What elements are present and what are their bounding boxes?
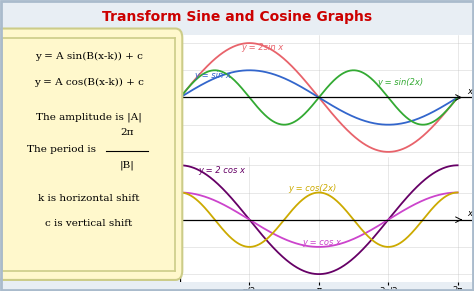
Text: k is horizontal shift: k is horizontal shift [38,194,140,203]
Text: x: x [467,209,472,218]
Text: y = sin x: y = sin x [194,71,231,80]
Text: x: x [467,87,472,96]
Text: Transform Sine and Cosine Graphs: Transform Sine and Cosine Graphs [102,10,372,24]
Text: 2π: 2π [120,128,134,137]
Text: c is vertical shift: c is vertical shift [45,219,133,228]
Text: y = A sin(B(x-k)) + c: y = A sin(B(x-k)) + c [35,52,143,61]
Text: y = 2 cos x: y = 2 cos x [198,166,245,175]
Text: y = 2sin x: y = 2sin x [241,43,283,52]
Text: y = sin(2x): y = sin(2x) [377,78,423,87]
Text: |B|: |B| [119,160,134,170]
Text: The amplitude is |A|: The amplitude is |A| [36,112,142,122]
Text: y = cos(2x): y = cos(2x) [288,184,337,193]
FancyBboxPatch shape [0,29,182,280]
Text: The period is: The period is [27,145,96,154]
Text: y = A cos(B(x-k)) + c: y = A cos(B(x-k)) + c [34,77,144,86]
Text: y = cos x: y = cos x [302,238,341,247]
